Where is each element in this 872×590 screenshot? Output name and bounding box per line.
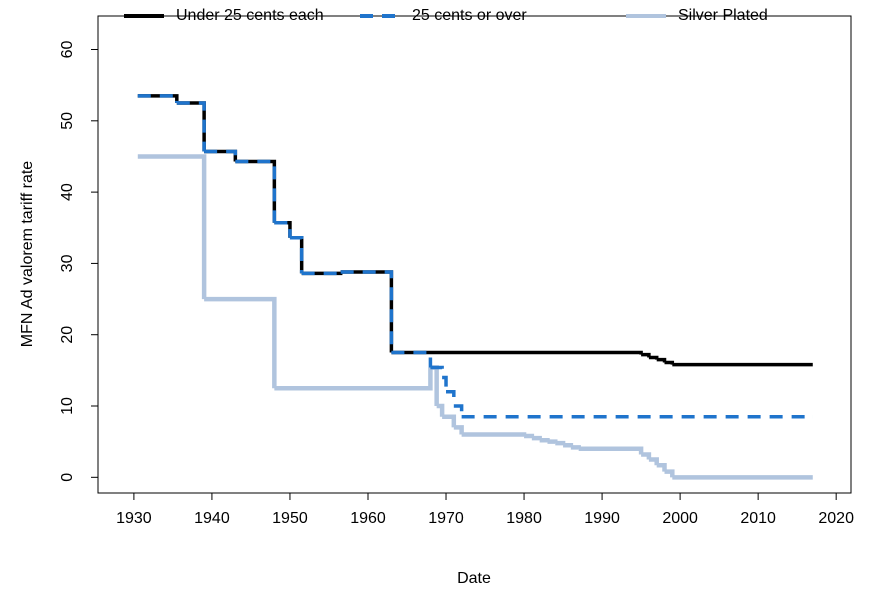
step-segment — [656, 462, 667, 472]
legend-label: Under 25 cents each — [176, 7, 324, 24]
step-segment — [578, 446, 644, 455]
step-segment — [340, 270, 394, 353]
legend-label: 25 cents or over — [412, 7, 527, 24]
step-segment — [235, 159, 277, 223]
x-tick-label: 1970 — [428, 510, 464, 527]
x-axis-label: Date — [457, 570, 491, 587]
x-tick-label: 1940 — [194, 510, 230, 527]
step-segment — [453, 425, 464, 435]
step-segment — [391, 350, 433, 368]
x-tick-label: 1960 — [350, 510, 386, 527]
x-tick-label: 1950 — [272, 510, 308, 527]
step-segment — [664, 360, 675, 365]
y-tick-label: 20 — [59, 326, 76, 344]
step-segment — [461, 432, 527, 437]
step-segment — [648, 457, 659, 466]
step-segment — [137, 94, 179, 103]
step-segment — [204, 149, 238, 162]
step-segment — [137, 154, 207, 300]
step-segment — [531, 435, 542, 441]
step-segment — [446, 390, 456, 407]
step-segment — [453, 404, 464, 417]
y-tick-label: 30 — [59, 254, 76, 272]
step-segment — [547, 439, 558, 444]
step-segment — [289, 235, 304, 274]
step-segment — [430, 365, 444, 378]
series-0 — [137, 154, 813, 480]
step-segment — [648, 355, 659, 360]
series-1 — [137, 94, 813, 367]
step-segment — [235, 159, 277, 223]
y-tick-label: 60 — [59, 41, 76, 59]
x-tick-label: 1930 — [116, 510, 152, 527]
step-segment — [204, 296, 277, 389]
step-segment — [176, 101, 206, 152]
step-segment — [442, 414, 457, 428]
step-segment — [563, 442, 574, 448]
y-tick-label: 40 — [59, 183, 76, 201]
x-tick-label: 2000 — [662, 510, 698, 527]
step-segment — [539, 437, 550, 443]
step-segment — [664, 469, 675, 478]
step-segment — [176, 101, 206, 152]
y-tick-label: 0 — [59, 473, 76, 482]
y-tick-label: 10 — [59, 397, 76, 415]
step-segment — [289, 235, 304, 274]
y-axis-label: MFN Ad valorem tariff rate — [19, 161, 36, 348]
step-segment — [274, 221, 292, 238]
x-tick-label: 2010 — [740, 510, 776, 527]
step-segment — [656, 357, 667, 363]
step-segment — [524, 433, 535, 439]
x-tick-label: 1990 — [584, 510, 620, 527]
step-segment — [274, 221, 292, 238]
series-2 — [137, 94, 813, 419]
step-segment — [391, 350, 643, 355]
x-tick-label: 1980 — [506, 510, 542, 527]
step-segment — [442, 375, 448, 392]
x-tick-label: 2020 — [818, 510, 854, 527]
legend-label: Silver Plated — [678, 7, 768, 24]
plot-frame — [97, 15, 852, 494]
y-tick-label: 50 — [59, 112, 76, 130]
step-segment — [340, 270, 394, 353]
step-segment — [641, 452, 652, 460]
step-segment — [436, 403, 445, 417]
step-segment — [274, 367, 433, 391]
step-segment — [641, 352, 651, 358]
step-segment — [555, 440, 566, 446]
step-segment — [570, 445, 581, 450]
